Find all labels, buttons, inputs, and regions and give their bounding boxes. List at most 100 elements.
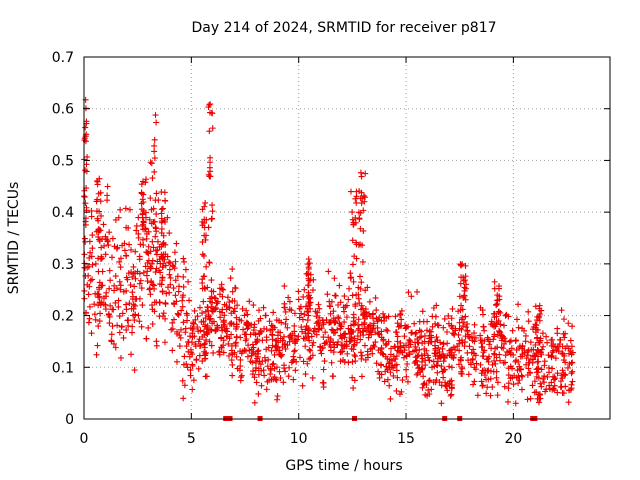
data-point [544, 339, 551, 346]
data-point [246, 298, 253, 305]
data-point [200, 328, 207, 335]
data-point [502, 352, 509, 359]
data-point [195, 365, 202, 372]
data-point [177, 326, 184, 333]
data-point [106, 267, 113, 274]
data-point [327, 347, 334, 354]
data-point [209, 125, 216, 132]
data-point [412, 354, 419, 361]
data-point [156, 299, 163, 306]
data-point [440, 358, 447, 365]
data-point [307, 354, 314, 361]
data-point [170, 285, 177, 292]
data-point [151, 168, 158, 175]
data-point [81, 235, 88, 242]
data-point [341, 308, 348, 315]
data-point [309, 374, 316, 381]
data-point [374, 318, 381, 325]
data-point [306, 356, 313, 363]
data-point [341, 319, 348, 326]
data-point [328, 298, 335, 305]
data-point [180, 255, 187, 262]
data-point [364, 284, 371, 291]
data-point [117, 255, 124, 262]
data-point [95, 268, 102, 275]
data-point [460, 294, 467, 301]
data-point [403, 366, 410, 373]
data-point [254, 355, 261, 362]
data-point [133, 222, 140, 229]
data-point [108, 254, 115, 261]
data-point [102, 251, 109, 258]
data-point [473, 360, 480, 367]
data-point [256, 330, 263, 337]
data-point [465, 371, 472, 378]
data-point [397, 312, 404, 319]
data-point [139, 222, 146, 229]
data-point [328, 359, 335, 366]
data-point [213, 326, 220, 333]
data-point [271, 351, 278, 358]
data-point [296, 314, 303, 321]
data-point [491, 278, 498, 285]
data-point [431, 342, 438, 349]
data-point [507, 363, 514, 370]
data-point [534, 358, 541, 365]
data-point [166, 271, 173, 278]
data-point [356, 273, 363, 280]
data-point [497, 321, 504, 328]
data-point [123, 224, 130, 231]
data-point [167, 274, 174, 281]
data-point [124, 276, 131, 283]
data-point [493, 320, 500, 327]
data-point [493, 374, 500, 381]
data-point [201, 273, 208, 280]
data-point [330, 308, 337, 315]
data-point [304, 360, 311, 367]
data-point [311, 328, 318, 335]
data-point [291, 347, 298, 354]
data-point [97, 256, 104, 263]
data-point [218, 344, 225, 351]
data-point [567, 386, 574, 393]
data-point [357, 241, 364, 248]
data-point [266, 318, 273, 325]
data-point [309, 342, 316, 349]
data-point [560, 330, 567, 337]
data-point [402, 325, 409, 332]
data-point [471, 338, 478, 345]
data-point [281, 365, 288, 372]
data-point [270, 360, 277, 367]
data-point [501, 335, 508, 342]
data-point [238, 372, 245, 379]
data-point [355, 209, 362, 216]
data-point [505, 380, 512, 387]
data-point [404, 378, 411, 385]
data-point [565, 350, 572, 357]
data-point [249, 359, 256, 366]
data-point [153, 225, 160, 232]
data-point [261, 354, 268, 361]
data-point [546, 382, 553, 389]
data-point [119, 310, 126, 317]
data-point [194, 313, 201, 320]
data-point [334, 326, 341, 333]
data-point [220, 318, 227, 325]
data-point [372, 329, 379, 336]
data-point [515, 380, 522, 387]
data-point [232, 339, 239, 346]
data-point [220, 286, 227, 293]
data-point [490, 368, 497, 375]
data-point [330, 327, 337, 334]
data-point [337, 358, 344, 365]
data-point [534, 326, 541, 333]
data-point [212, 304, 219, 311]
data-point [351, 341, 358, 348]
data-point [132, 302, 139, 309]
y-tick-label: 0.5 [52, 153, 74, 169]
data-point [139, 178, 146, 185]
data-point [186, 297, 193, 304]
data-point [83, 204, 90, 211]
data-point [352, 358, 359, 365]
data-point [350, 321, 357, 328]
